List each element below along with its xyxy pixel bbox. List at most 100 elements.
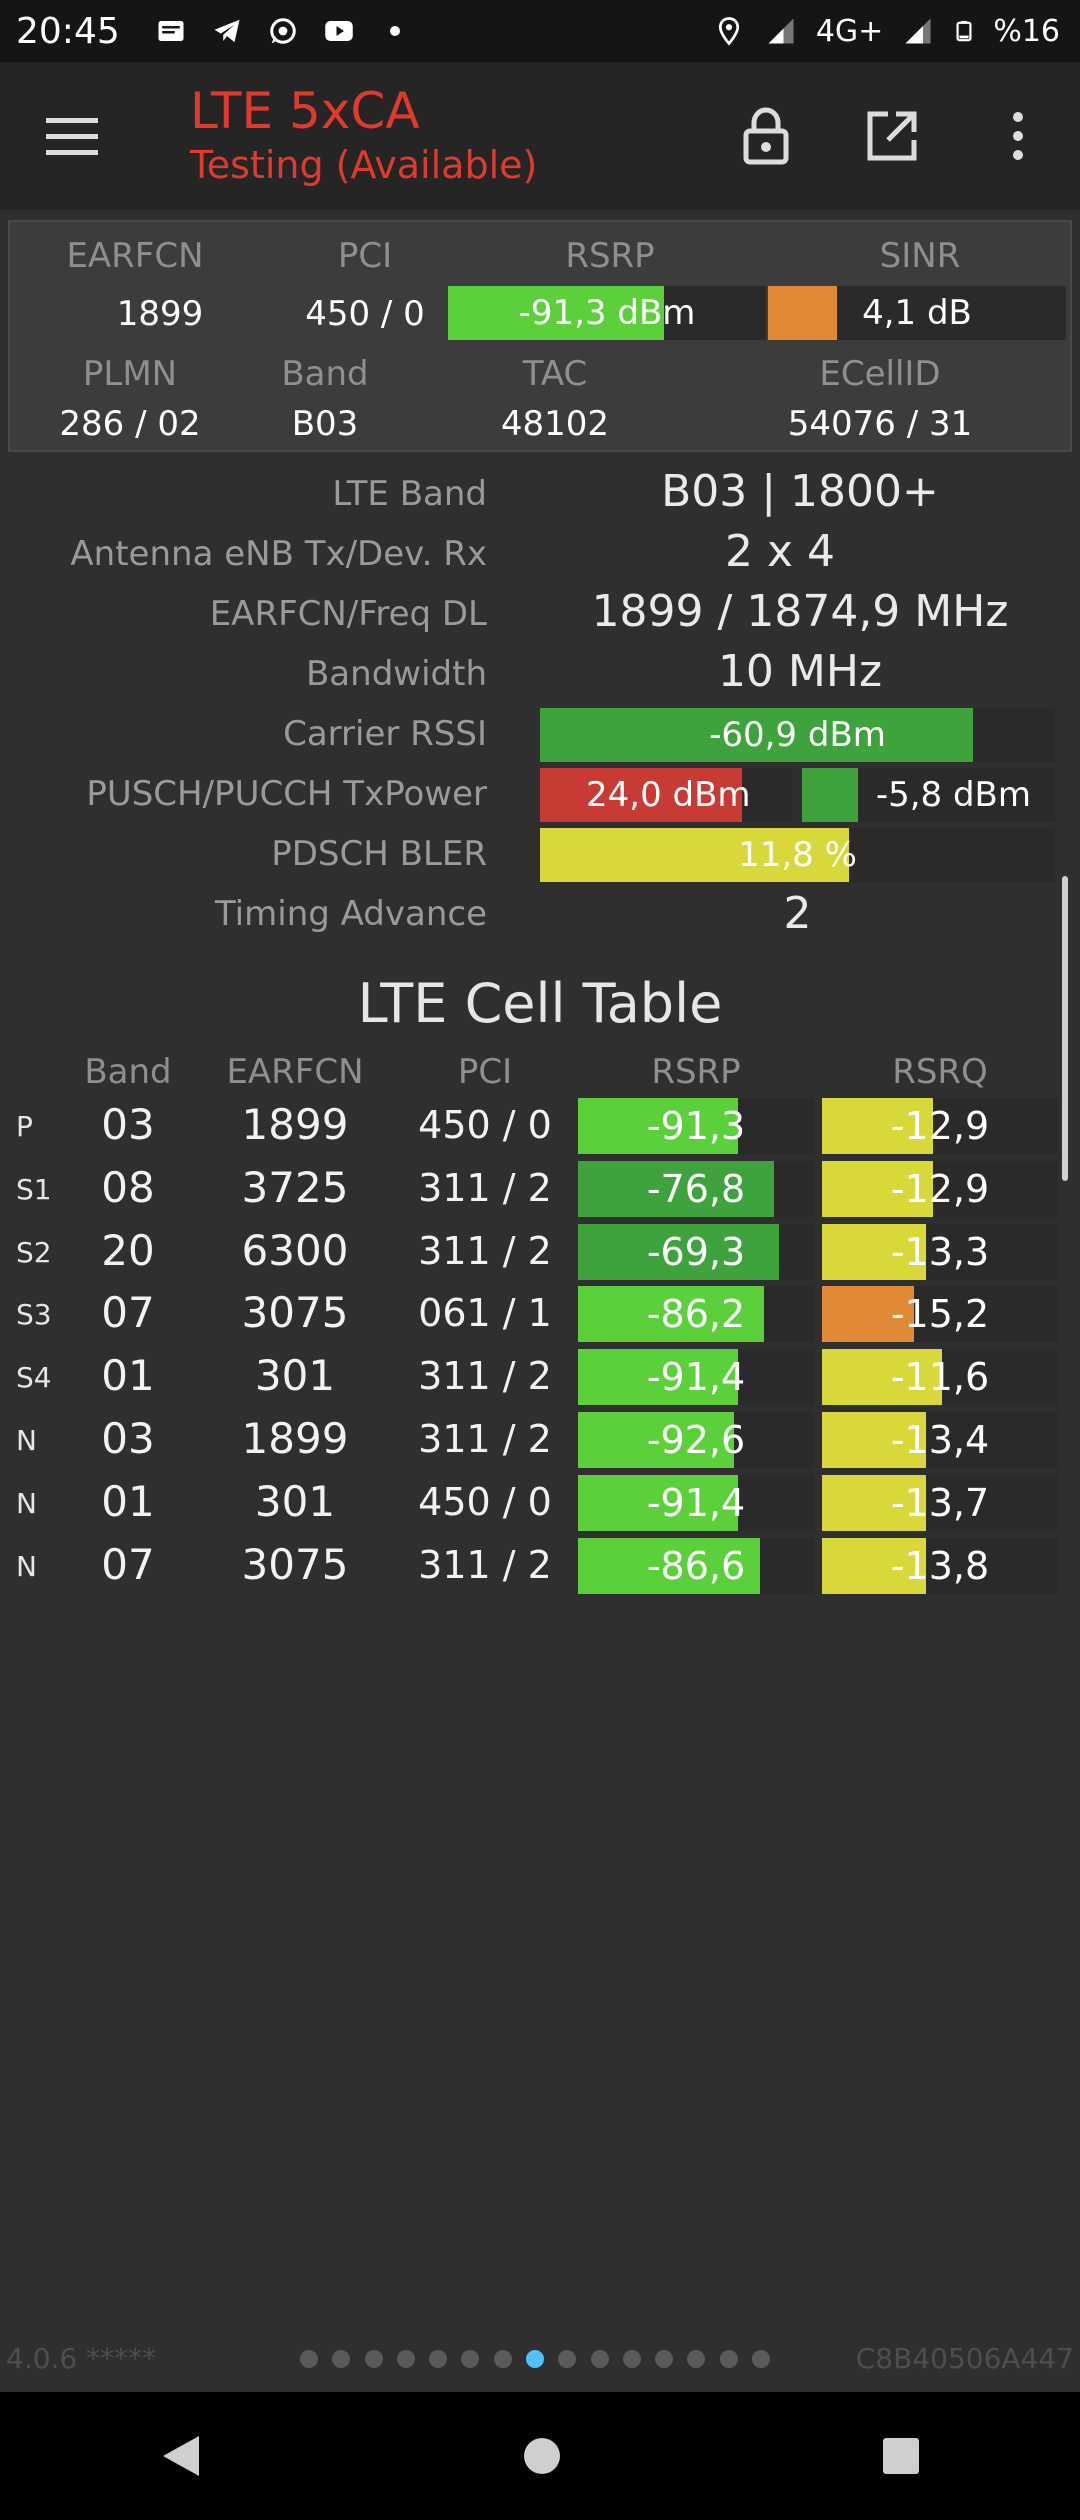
lte-band-value: B03 | 1800+ xyxy=(661,466,939,517)
cell-rsrp-bar: -86,6 xyxy=(578,1538,814,1594)
rsrp-label: RSRP xyxy=(565,236,655,276)
cell-band: 07 xyxy=(101,1540,155,1589)
lock-button[interactable] xyxy=(714,84,818,188)
pusch-txpower-bar-text: 24,0 dBm xyxy=(586,775,751,815)
cell-rsrq-bar-fill xyxy=(822,1349,943,1405)
recents-icon[interactable] xyxy=(881,2436,921,2476)
cell-rsrp-value: -86,2 xyxy=(646,1292,746,1336)
page-dot[interactable] xyxy=(655,2350,674,2368)
band-label: Band xyxy=(281,354,369,394)
page-dot[interactable] xyxy=(558,2350,577,2368)
cell-rsrp-bar: -91,3 xyxy=(578,1098,814,1154)
cell-rsrq-value: -12,9 xyxy=(890,1104,990,1148)
menu-button[interactable] xyxy=(22,86,122,186)
cell-earfcn: 1899 xyxy=(241,1414,349,1463)
external-link-icon xyxy=(867,111,917,161)
page-dot[interactable] xyxy=(622,2350,641,2368)
status-time: 20:45 xyxy=(16,10,120,52)
page-dot[interactable] xyxy=(493,2350,512,2368)
earfcn-freq-value: 1899 / 1874,9 MHz xyxy=(591,586,1009,637)
tac-value: 48102 xyxy=(500,404,610,444)
cell-rsrq-bar-fill xyxy=(822,1412,926,1468)
cell-rsrp-bar-fill xyxy=(578,1161,774,1217)
cell-rsrq-value: -13,3 xyxy=(890,1230,990,1274)
header-rsrp: RSRP xyxy=(651,1052,741,1092)
signal-icon xyxy=(905,18,931,44)
summary-panel: EARFCN PCI RSRP SINR 1899 450 / 0 -91,3 … xyxy=(8,220,1072,452)
cell-rsrp-bar-fill xyxy=(578,1349,739,1405)
lock-icon xyxy=(743,107,789,165)
page-dot[interactable] xyxy=(300,2350,318,2368)
cell-rsrp-bar-fill xyxy=(578,1412,734,1468)
rsrp-bar-fill xyxy=(448,286,665,340)
plmn-value: 286 / 02 xyxy=(59,404,201,444)
app-bar: LTE 5xCA Testing (Available) xyxy=(0,62,1080,210)
header-rsrq: RSRQ xyxy=(892,1052,988,1092)
status-bar: 20:45 4G+ %16 xyxy=(0,0,1080,62)
pusch-txpower-bar-fill xyxy=(540,768,742,822)
cell-pci: 311 / 2 xyxy=(418,1543,552,1587)
cell-type: N xyxy=(16,1424,37,1457)
open-external-button[interactable] xyxy=(840,84,944,188)
cell-rsrp-value: -91,4 xyxy=(646,1481,746,1525)
cell-rsrp-value: -92,6 xyxy=(646,1418,746,1462)
page-dot[interactable] xyxy=(590,2350,609,2368)
ecellid-label: ECellID xyxy=(819,354,941,394)
location-icon xyxy=(718,17,739,46)
cell-earfcn: 1899 xyxy=(241,1100,349,1149)
cell-rsrq-bar-fill xyxy=(822,1286,915,1342)
pdsch-bler-bar-text: 11,8 % xyxy=(738,835,857,875)
carrier-rssi-bar: -60,9 dBm xyxy=(540,708,1055,762)
cell-earfcn: 301 xyxy=(254,1351,336,1400)
back-icon[interactable] xyxy=(159,2432,203,2480)
telegram-icon xyxy=(214,19,240,43)
cell-earfcn: 3075 xyxy=(241,1288,349,1337)
cell-rsrq-bar: -13,4 xyxy=(822,1412,1058,1468)
cell-pci: 311 / 2 xyxy=(418,1229,552,1273)
cell-rsrp-bar: -91,4 xyxy=(578,1349,814,1405)
app-subtitle: Testing (Available) xyxy=(190,143,538,187)
carrier-rssi-bar-fill xyxy=(540,708,973,762)
page-dot[interactable] xyxy=(461,2350,480,2368)
tac-label: TAC xyxy=(522,354,588,394)
message-icon xyxy=(158,21,184,41)
battery-icon xyxy=(956,20,972,42)
app-version: 4.0.6 ***** xyxy=(6,2342,157,2375)
lte-band-label: LTE Band xyxy=(332,474,487,514)
band-value: B03 xyxy=(291,404,359,444)
page-dot[interactable] xyxy=(396,2350,415,2368)
cell-band: 03 xyxy=(101,1100,155,1149)
scrollbar[interactable] xyxy=(1062,876,1068,1181)
cell-rsrq-value: -15,2 xyxy=(890,1292,990,1336)
bandwidth-label: Bandwidth xyxy=(305,654,487,694)
more-options-button[interactable] xyxy=(966,84,1070,188)
page-dot[interactable] xyxy=(525,2350,544,2368)
page-dot[interactable] xyxy=(429,2350,448,2368)
menu-icon xyxy=(46,118,98,155)
header-band: Band xyxy=(84,1052,172,1092)
cell-rsrp-value: -76,8 xyxy=(646,1167,746,1211)
cell-earfcn: 301 xyxy=(254,1477,336,1526)
cell-type: N xyxy=(16,1487,37,1520)
page-dot[interactable] xyxy=(364,2350,383,2368)
cell-pci: 311 / 2 xyxy=(418,1166,552,1210)
rsrp-bar: -91,3 dBm xyxy=(448,286,766,340)
cell-band: 07 xyxy=(101,1288,155,1337)
app-title: LTE 5xCA xyxy=(190,82,420,140)
cell-type: S3 xyxy=(16,1298,52,1331)
home-icon[interactable] xyxy=(522,2436,562,2476)
header-earfcn: EARFCN xyxy=(226,1052,364,1092)
timing-advance-label: Timing Advance xyxy=(214,894,487,934)
page-dot[interactable] xyxy=(719,2350,738,2368)
cell-rsrq-bar-fill xyxy=(822,1098,933,1154)
page-dot[interactable] xyxy=(332,2350,351,2368)
page-dot[interactable] xyxy=(687,2350,706,2368)
rsrp-bar-text: -91,3 dBm xyxy=(518,293,696,333)
network-type: 4G+ xyxy=(815,13,884,49)
cell-table-title: LTE Cell Table xyxy=(357,972,723,1035)
carrier-rssi-bar-text: -60,9 dBm xyxy=(709,715,886,755)
timing-advance-value: 2 xyxy=(783,888,812,939)
pdsch-bler-bar-fill xyxy=(540,828,849,882)
cell-rsrp-bar-fill xyxy=(578,1098,739,1154)
page-dot[interactable] xyxy=(751,2350,770,2368)
